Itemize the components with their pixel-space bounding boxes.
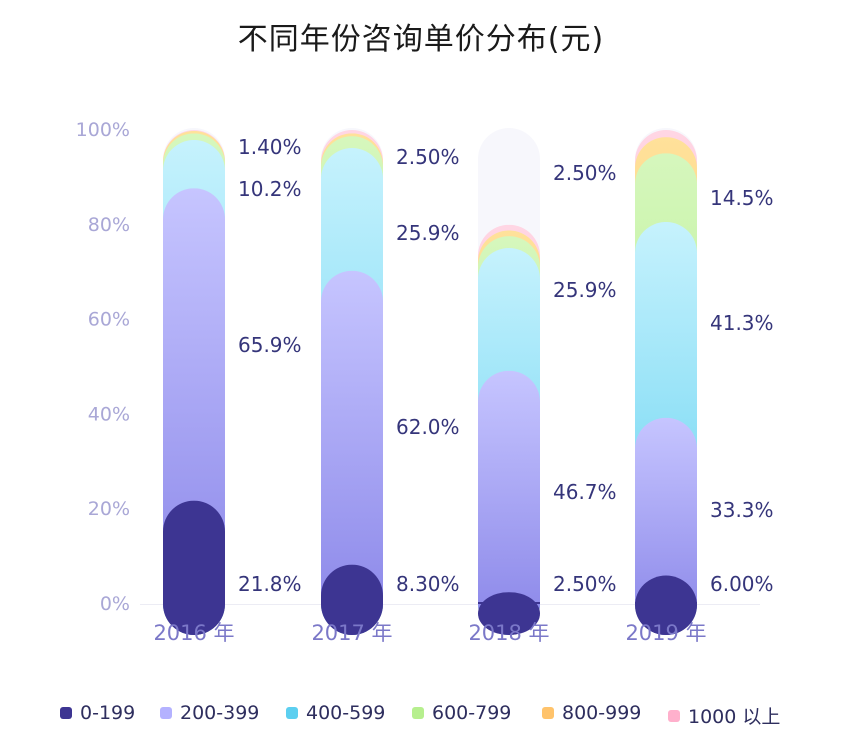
bar-segment-200-399 (478, 370, 540, 635)
data-label: 2.50% (553, 572, 617, 596)
legend-swatch (542, 707, 554, 719)
y-tick-label: 100% (76, 119, 130, 141)
y-tick-label: 40% (88, 403, 130, 425)
chart-legend: 0-199 200-399 400-599 600-799 800-999 1000 以上 (0, 702, 842, 729)
bar-base (321, 602, 383, 604)
data-label: 10.2% (238, 177, 302, 201)
legend-swatch (668, 709, 680, 722)
legend-label: 0-199 (80, 702, 136, 724)
data-label: 2.50% (553, 161, 617, 185)
legend-swatch (412, 707, 424, 719)
data-label: 2.50% (396, 145, 460, 169)
legend-item: 600-799 (412, 702, 511, 724)
legend-item: 200-399 (160, 702, 259, 724)
data-label: 25.9% (553, 278, 617, 302)
data-label: 1.40% (238, 135, 302, 159)
legend-swatch (60, 707, 72, 719)
x-tick-label: 2017 年 (311, 621, 392, 645)
legend-label: 200-399 (180, 702, 260, 724)
bar-segment-200-399 (321, 270, 383, 635)
data-label: 33.3% (710, 498, 774, 522)
data-label: 21.8% (238, 572, 302, 596)
y-tick-label: 60% (88, 309, 130, 331)
legend-label: 600-799 (432, 702, 512, 724)
data-label: 25.9% (396, 221, 460, 245)
data-label: 41.3% (710, 311, 774, 335)
data-label: 65.9% (238, 333, 302, 357)
y-tick-label: 20% (88, 498, 130, 520)
legend-label: 1000 以上 (688, 706, 781, 728)
legend-label: 800-999 (562, 702, 642, 724)
bar-segment-0-199 (635, 575, 697, 635)
y-tick-label: 80% (88, 214, 130, 236)
stacked-bar-chart: 0% 20% 40% 60% 80% 100% 2016 年 21.8% 65.9% 10.2% 1… (76, 119, 774, 645)
bar-base (163, 602, 225, 604)
legend-swatch (286, 707, 298, 719)
data-label: 62.0% (396, 415, 460, 439)
data-label: 46.7% (553, 480, 617, 504)
legend-item: 800-999 (542, 702, 641, 724)
legend-item: 1000 以上 (668, 702, 780, 729)
data-label: 14.5% (710, 186, 774, 210)
legend-swatch (160, 707, 172, 719)
x-tick-label: 2016 年 (153, 621, 234, 645)
bar-base (478, 602, 540, 604)
data-label: 8.30% (396, 572, 460, 596)
y-tick-label: 0% (100, 593, 130, 615)
legend-item: 400-599 (286, 702, 385, 724)
bar-segment-0-199 (321, 564, 383, 635)
data-label: 6.00% (710, 572, 774, 596)
chart-title: 不同年份咨询单价分布(元) (237, 22, 605, 57)
bar-segment-0-199 (163, 500, 225, 635)
legend-item: 0-199 (60, 702, 135, 724)
bar-base (635, 602, 697, 604)
x-tick-label: 2019 年 (625, 621, 706, 645)
x-tick-label: 2018 年 (468, 621, 549, 645)
legend-label: 400-599 (306, 702, 386, 724)
